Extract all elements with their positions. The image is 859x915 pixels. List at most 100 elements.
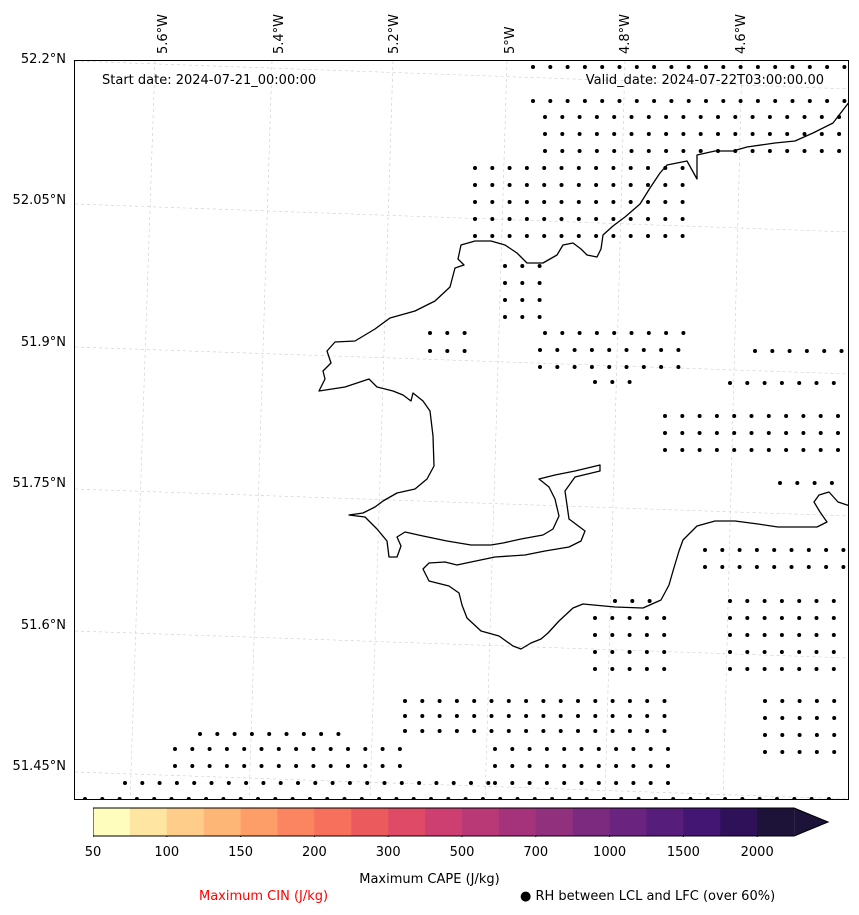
colorbar-cell xyxy=(351,808,389,836)
rh-dot xyxy=(290,797,295,799)
rh-dot xyxy=(666,781,670,785)
colorbar-cell xyxy=(166,808,205,836)
rh-dot xyxy=(417,781,422,785)
rh-dot xyxy=(762,381,767,385)
rh-dot xyxy=(520,298,525,302)
rh-dot xyxy=(779,381,784,385)
rh-dot xyxy=(766,431,771,435)
rh-dot xyxy=(757,797,762,799)
rh-dot xyxy=(232,732,237,736)
rh-dot xyxy=(542,200,547,204)
rh-dot xyxy=(296,781,300,785)
rh-dot xyxy=(559,217,564,221)
rh-dot xyxy=(593,667,597,671)
map-area: Start date: 2024-07-21_00:00:00 Valid_da… xyxy=(74,60,849,800)
rh-dot xyxy=(244,781,249,785)
rh-dot xyxy=(680,431,685,435)
rh-dot xyxy=(831,599,836,603)
rh-dot xyxy=(607,365,612,369)
rh-dot xyxy=(602,797,606,799)
rh-dot xyxy=(780,750,785,754)
rh-dot xyxy=(775,797,779,799)
rh-dot xyxy=(732,431,737,435)
rh-dot xyxy=(524,699,529,703)
rh-dot xyxy=(524,729,529,733)
graticule-gridlines xyxy=(75,61,848,799)
lat-label: 51.45°N xyxy=(12,759,66,774)
dot-icon: ● xyxy=(520,889,532,904)
rh-dot xyxy=(238,797,243,799)
rh-dot xyxy=(680,234,685,238)
rh-dot xyxy=(664,132,669,136)
rh-dot xyxy=(797,599,802,603)
rh-dot xyxy=(311,764,316,768)
rh-dot xyxy=(779,650,784,654)
rh-dot xyxy=(559,166,564,170)
rh-dot xyxy=(749,431,754,435)
rh-dot xyxy=(558,699,563,703)
colorbar-cell xyxy=(757,808,795,836)
rh-dot xyxy=(611,166,616,170)
rh-dot xyxy=(779,616,784,620)
rh-dot xyxy=(506,729,511,733)
rh-dot xyxy=(645,729,650,733)
rh-legend: ● RH between LCL and LFC (over 60%) xyxy=(520,889,775,904)
rh-dot xyxy=(688,797,693,799)
rh-dot xyxy=(802,149,807,153)
rh-dot xyxy=(507,234,512,238)
rh-dot xyxy=(463,797,468,799)
rh-dot xyxy=(493,747,497,751)
rh-dot xyxy=(207,747,212,751)
rh-dot xyxy=(542,183,547,187)
rh-dot xyxy=(831,616,836,620)
rh-dot xyxy=(610,380,615,384)
rh-dot xyxy=(755,65,760,69)
rh-dot xyxy=(607,348,612,352)
rh-dot xyxy=(646,217,650,221)
rh-dot xyxy=(814,750,819,754)
rh-dot xyxy=(646,234,650,238)
rh-dot xyxy=(346,764,350,768)
rh-dot xyxy=(614,781,619,785)
gridline-lat xyxy=(75,203,848,233)
rh-dot xyxy=(328,747,333,751)
colorbar-tick-label: 2000 xyxy=(740,845,774,860)
rh-dot xyxy=(773,65,778,69)
rh-dot xyxy=(576,217,581,221)
rh-dot xyxy=(157,781,162,785)
rh-dot xyxy=(593,380,597,384)
rh-dot xyxy=(600,65,605,69)
cin-legend-label: Maximum CIN (J/kg) xyxy=(199,889,329,904)
rh-dot xyxy=(733,115,738,119)
rh-dot xyxy=(510,764,515,768)
rh-dot xyxy=(520,264,525,268)
rh-dot xyxy=(836,431,840,435)
start-date-label: Start date: 2024-07-21_00:00:00 xyxy=(102,73,316,88)
colorbar-cell xyxy=(498,808,537,836)
rh-dot xyxy=(498,797,503,799)
rh-dot xyxy=(804,349,809,353)
rh-dot xyxy=(611,200,616,204)
rh-dot xyxy=(681,331,686,335)
rh-dot xyxy=(380,747,385,751)
rh-dot xyxy=(610,714,615,718)
colorbar-cell xyxy=(683,808,721,836)
rh-dot xyxy=(173,764,177,768)
rh-dot xyxy=(767,132,772,136)
rh-dot xyxy=(544,781,549,785)
colorbar-tick-label: 500 xyxy=(449,845,475,860)
colorbar-cell xyxy=(425,808,463,836)
rh-dot xyxy=(610,616,615,620)
rh-dot xyxy=(100,797,105,799)
rh-dot xyxy=(589,365,594,369)
rh-dot xyxy=(462,331,467,335)
colorbar-cell xyxy=(572,808,611,836)
rh-dot xyxy=(531,99,535,103)
rh-dot xyxy=(342,797,347,799)
rh-dot xyxy=(524,714,529,718)
rh-dot xyxy=(629,132,634,136)
rh-dot xyxy=(560,331,565,335)
colorbar-cell xyxy=(129,808,168,836)
rh-dot xyxy=(645,714,650,718)
colorbar-cell xyxy=(388,808,426,836)
